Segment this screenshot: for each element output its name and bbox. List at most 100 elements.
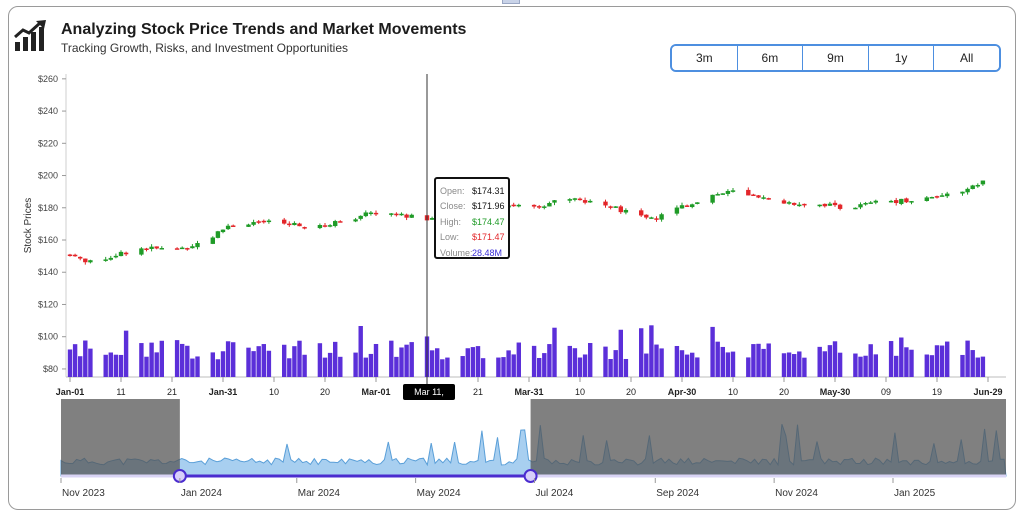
volume-bar <box>639 328 644 377</box>
candle-body <box>542 206 547 208</box>
volume-bar <box>338 356 343 377</box>
volume-bar <box>231 342 236 377</box>
volume-bar <box>547 344 552 377</box>
candle-body <box>710 194 715 203</box>
volume-bar <box>572 348 578 377</box>
volume-bar <box>552 327 557 377</box>
volume-bar <box>373 343 379 377</box>
navigator-layer: Nov 2023 Jan 2024 Mar 2024 May 2024 Jul 2024… <box>60 399 1007 499</box>
candle-body <box>103 259 108 261</box>
volume-bar <box>873 354 878 377</box>
candle-body <box>980 180 986 185</box>
candle-body <box>123 252 129 255</box>
volume-bar <box>78 356 83 377</box>
volume-bar <box>975 357 980 377</box>
candle-body <box>715 194 720 196</box>
volume-bar <box>792 354 797 377</box>
range-button-6m[interactable]: 6m <box>737 46 804 70</box>
volume-bar <box>475 346 481 377</box>
candle-body <box>924 197 929 201</box>
candle-body <box>970 185 975 189</box>
range-button-9m[interactable]: 9m <box>803 46 869 70</box>
volume-bar <box>261 344 266 377</box>
volume-bar <box>725 352 731 377</box>
volume-bar <box>817 346 822 377</box>
volume-bar <box>924 354 929 377</box>
volume-bar <box>103 354 108 377</box>
y-axis-title: Stock Prices <box>23 198 34 254</box>
volume-bar <box>904 347 909 377</box>
volume-bar <box>730 351 736 377</box>
candle-body <box>684 205 690 207</box>
candle-body <box>287 223 292 226</box>
candle-body <box>144 248 149 250</box>
volume-bar <box>139 343 144 377</box>
volume-bar <box>394 356 399 377</box>
volume-bar <box>720 346 725 377</box>
volume-bar <box>389 340 394 377</box>
volume-bar <box>302 354 307 377</box>
y-tick-label: $180 <box>38 203 58 213</box>
candle-body <box>516 204 521 207</box>
navigator-handle-right[interactable] <box>523 469 538 483</box>
candle-body <box>83 258 88 263</box>
candle-body <box>215 231 221 238</box>
chart-title: Analyzing Stock Price Trends and Market … <box>61 21 467 38</box>
volume-bar <box>154 352 159 377</box>
candle-body <box>863 203 868 205</box>
x-tick-label: Mar-31 <box>514 387 543 397</box>
candle-body <box>231 225 236 227</box>
volume-bar <box>888 341 894 377</box>
candle-body <box>623 209 629 213</box>
volume-bar <box>287 358 292 377</box>
volume-bar <box>256 346 261 377</box>
range-button-1y[interactable]: 1y <box>868 46 935 70</box>
tooltip-open-label: Open: <box>440 185 465 196</box>
candle-body <box>608 206 613 208</box>
volume-bar <box>715 341 720 377</box>
x-tick-label: 09 <box>881 387 891 397</box>
candle-body <box>531 204 537 207</box>
volume-bar <box>786 352 792 377</box>
volume-bar <box>180 343 185 377</box>
volume-bar <box>266 350 272 377</box>
navigator-tick-label: May 2024 <box>417 488 461 499</box>
volume-bar <box>333 341 338 377</box>
y-tick-label: $160 <box>38 235 58 245</box>
candle-layer <box>67 180 986 265</box>
y-tick-label: $200 <box>38 171 58 181</box>
range-button-3m[interactable]: 3m <box>672 46 738 70</box>
x-tick-label: May-30 <box>820 387 851 397</box>
candle-body <box>756 195 761 198</box>
crosshair-date-label: Mar 11, 2024 <box>403 384 455 413</box>
candle-body <box>802 203 807 206</box>
volume-bar <box>358 326 363 377</box>
candle-body <box>404 214 409 218</box>
candle-body <box>899 198 904 204</box>
candle-body <box>511 204 516 207</box>
navigator-tick-label: Nov 2024 <box>775 488 818 499</box>
volume-bar <box>317 343 323 377</box>
chart-subtitle: Tracking Growth, Risks, and Investment O… <box>61 41 349 55</box>
candle-body <box>929 197 935 199</box>
top-resize-handle[interactable] <box>502 0 520 4</box>
volume-bar <box>761 348 766 377</box>
candle-body <box>695 202 700 204</box>
candle-body <box>822 203 827 207</box>
volume-bar <box>409 342 414 377</box>
range-button-all[interactable]: All <box>934 46 999 70</box>
candle-body <box>261 220 266 223</box>
volume-bar <box>506 350 511 377</box>
volume-bar <box>399 347 404 377</box>
volume-bar <box>363 357 368 377</box>
candle-body <box>174 248 180 250</box>
candle-body <box>781 200 787 204</box>
volume-bar <box>649 325 654 377</box>
volume-bar <box>644 353 649 377</box>
candle-body <box>888 200 894 203</box>
candle-body <box>894 200 899 204</box>
candle-body <box>118 251 124 257</box>
volume-bar <box>174 340 180 377</box>
tooltip-high-label: High: <box>440 216 462 227</box>
